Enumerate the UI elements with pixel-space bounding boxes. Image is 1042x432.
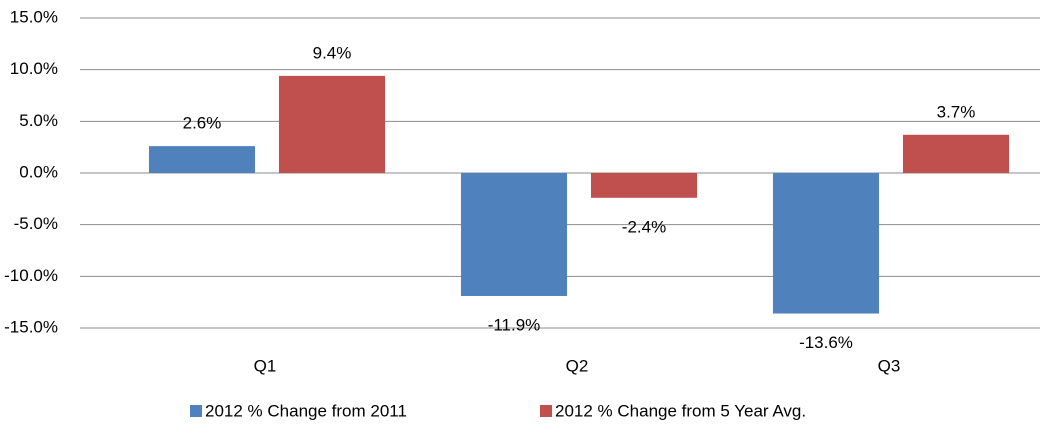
legend-label: 2012 % Change from 5 Year Avg. — [555, 401, 806, 420]
y-tick-label: -5.0% — [14, 214, 58, 233]
x-tick-label: Q2 — [566, 356, 589, 375]
bar — [772, 173, 880, 314]
legend-swatch — [540, 405, 552, 417]
y-tick-label: 0.0% — [19, 162, 58, 181]
data-label: 3.7% — [937, 102, 976, 121]
legend-swatch — [190, 405, 202, 417]
data-label: 2.6% — [183, 114, 222, 133]
y-tick-label: -15.0% — [4, 317, 58, 336]
y-tick-label: 15.0% — [10, 7, 58, 26]
data-label: -13.6% — [799, 333, 853, 352]
x-tick-label: Q3 — [878, 356, 901, 375]
x-tick-label: Q1 — [254, 356, 277, 375]
y-tick-label: -10.0% — [4, 266, 58, 285]
y-tick-label: 10.0% — [10, 59, 58, 78]
bar — [460, 173, 568, 296]
bar — [902, 134, 1010, 173]
data-label: 9.4% — [313, 43, 352, 62]
legend-label: 2012 % Change from 2011 — [205, 401, 407, 420]
y-tick-label: 5.0% — [19, 111, 58, 130]
bar — [278, 75, 386, 173]
bar — [590, 173, 698, 198]
data-label: -11.9% — [488, 315, 541, 334]
data-label: -2.4% — [622, 217, 666, 236]
bar — [148, 146, 256, 173]
